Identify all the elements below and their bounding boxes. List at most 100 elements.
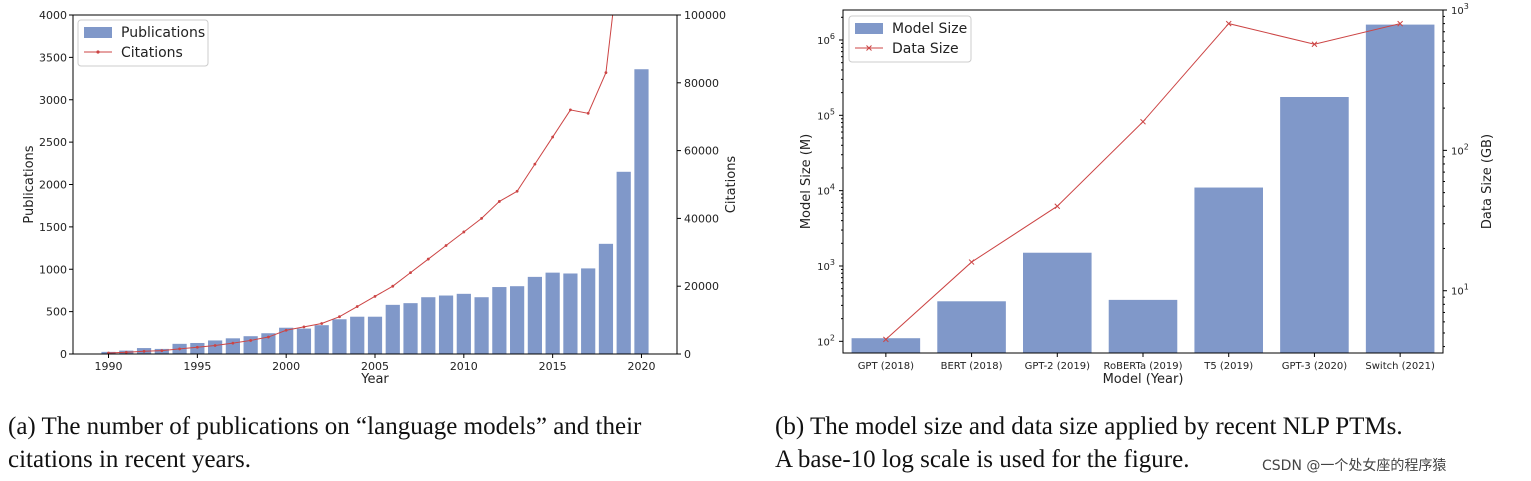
chart-b-ytick-right-3-base: 10: [1451, 6, 1464, 17]
chart-a-citations-point-2002: [320, 322, 324, 325]
chart-a-citations-point-2018: [604, 71, 608, 75]
chart-a-bar-2009: [438, 295, 454, 354]
chart-b-ytick-right-2-exp: 2: [1464, 142, 1469, 151]
chart-a-ytick-right-20000: 20000: [684, 280, 719, 293]
chart-b-ytick-4-exp: 4: [830, 183, 835, 192]
chart-b-ytick-4: 104: [817, 183, 835, 198]
figure-charts: 0500100015002000250030003500400002000040…: [22, 2, 1495, 387]
chart-a-bar-2004: [350, 316, 365, 354]
chart-a-citations-point-2000: [284, 328, 288, 332]
chart-a-ytick-right-60000: 60000: [684, 145, 719, 158]
chart-b-legend-swatch-model-size: [855, 23, 883, 34]
chart-b-data-size-point-6: [1397, 20, 1403, 27]
chart-a-xtick-1995: 1995: [183, 360, 211, 373]
chart-a-xtick-1990: 1990: [95, 360, 123, 373]
chart-a-bar-2002: [314, 325, 329, 354]
chart-a-citations-point-1998: [249, 339, 253, 342]
chart-a-publications-citations: 0500100015002000250030003500400002000040…: [22, 9, 739, 387]
chart-a-bar-2014: [527, 276, 542, 354]
chart-b-legend-model-size: Model Size: [892, 21, 967, 37]
chart-a-bar-1997: [225, 338, 240, 354]
chart-b-bar-2: [1023, 252, 1092, 353]
chart-a-xtick-2020: 2020: [627, 360, 655, 373]
chart-b-bar-1: [937, 301, 1006, 353]
chart-a-citations-point-2013: [515, 189, 519, 193]
chart-a-bar-2001: [296, 328, 312, 354]
chart-b-xtick-6: Switch (2021): [1365, 361, 1435, 372]
chart-a-bar-2020: [634, 69, 649, 355]
chart-b-bar-0: [851, 338, 921, 353]
chart-a-bar-2019: [616, 171, 631, 354]
chart-a-citations-point-2001: [302, 325, 306, 329]
chart-a-bar-2013: [510, 286, 525, 354]
chart-a-citations-point-2017: [586, 111, 590, 115]
caption-b-line1: (b) The model size and data size applied…: [775, 413, 1403, 440]
chart-a-citations-point-2015: [551, 135, 555, 139]
chart-b-ytick-3-base: 10: [817, 262, 830, 273]
chart-b-ytick-2-exp: 2: [830, 333, 835, 342]
chart-b-ytick-right-1: 101: [1451, 283, 1469, 298]
chart-a-ytick-1000: 1000: [39, 263, 67, 276]
chart-b-data-size-point-4: [1225, 20, 1232, 27]
chart-a-bar-1998: [243, 336, 258, 354]
chart-b-ytick-3-exp: 3: [830, 258, 835, 267]
caption-a: (a) The number of publications on “langu…: [8, 410, 641, 476]
caption-a-line1: (a) The number of publications on “langu…: [8, 413, 642, 440]
chart-b-legend-data-size: Data Size: [892, 41, 959, 57]
chart-a-ytick-2000: 2000: [39, 179, 67, 192]
chart-b-ylabel: Model Size (M): [799, 134, 814, 229]
chart-b-ytick-3: 103: [817, 258, 835, 273]
chart-a-ytick-1500: 1500: [39, 221, 67, 234]
chart-a-citations-point-1995: [195, 345, 199, 349]
chart-b-ytick-5-exp: 5: [830, 107, 835, 116]
chart-a-citations-point-2004: [355, 305, 359, 308]
chart-a-ytick-2500: 2500: [39, 136, 67, 149]
chart-b-data-size-point-0: [883, 336, 889, 343]
chart-a-legend-publications: Publications: [121, 25, 205, 41]
chart-a-bar-2007: [403, 303, 418, 354]
chart-a-citations-point-1992: [142, 349, 146, 353]
chart-a-citations-point-2009: [444, 244, 448, 247]
chart-a-legend-citations: Citations: [121, 45, 183, 61]
chart-a-ytick-right-80000: 80000: [684, 77, 719, 90]
chart-b-ytick-5: 105: [817, 107, 835, 122]
chart-b-xtick-0: GPT (2018): [858, 361, 914, 372]
chart-b-ytick-right-2-base: 10: [1451, 146, 1464, 157]
chart-b-bar-6: [1365, 24, 1435, 353]
chart-a-citations-point-2011: [480, 217, 483, 220]
chart-b-ytick-5-base: 10: [817, 111, 830, 122]
chart-b-data-size-point-5: [1311, 41, 1318, 48]
chart-a-bar-2000: [279, 327, 294, 354]
chart-a-bar-1996: [208, 340, 223, 354]
chart-a-citations-point-2005: [373, 294, 377, 298]
chart-a-bar-2005: [367, 316, 383, 354]
chart-a-bar-2008: [421, 297, 436, 354]
chart-a-ytick-500: 500: [46, 306, 67, 319]
chart-a-citations-point-2008: [426, 257, 430, 261]
chart-a-bar-2011: [474, 297, 489, 354]
chart-a-citations-group: [107, 15, 614, 354]
chart-a-citations-point-1999: [267, 335, 270, 339]
chart-b-bar-4: [1194, 187, 1263, 353]
chart-b-xtick-4: T5 (2019): [1203, 361, 1253, 372]
chart-b-bar-3: [1108, 299, 1178, 353]
chart-a-ylabel-right: Citations: [724, 156, 739, 214]
chart-a-citations-point-1990: [107, 351, 110, 354]
chart-a-ytick-right-100000: 100000: [684, 9, 726, 22]
chart-a-ytick-right-0: 0: [684, 348, 691, 361]
chart-a-xtick-2010: 2010: [450, 360, 478, 373]
caption-a-line2: citations in recent years.: [8, 446, 251, 473]
chart-a-xtick-2000: 2000: [272, 360, 300, 373]
chart-b-ytick-right-1-base: 10: [1451, 287, 1464, 298]
chart-b-ytick-right-2: 102: [1451, 142, 1469, 157]
chart-a-bar-2015: [545, 272, 560, 354]
watermark: CSDN @一个处女座的程序猿: [1262, 458, 1447, 474]
chart-b-ytick-6-exp: 6: [830, 32, 835, 41]
chart-b-ytick-2-base: 10: [817, 337, 830, 348]
chart-b-ytick-6-base: 10: [817, 36, 830, 47]
chart-b-ytick-right-3-exp: 3: [1464, 2, 1469, 11]
caption-b: (b) The model size and data size applied…: [775, 410, 1403, 476]
chart-b-legend: Model Size Data Size: [848, 15, 972, 63]
chart-a-legend-marker-citations: [96, 50, 100, 54]
chart-a-bar-2010: [456, 293, 471, 354]
